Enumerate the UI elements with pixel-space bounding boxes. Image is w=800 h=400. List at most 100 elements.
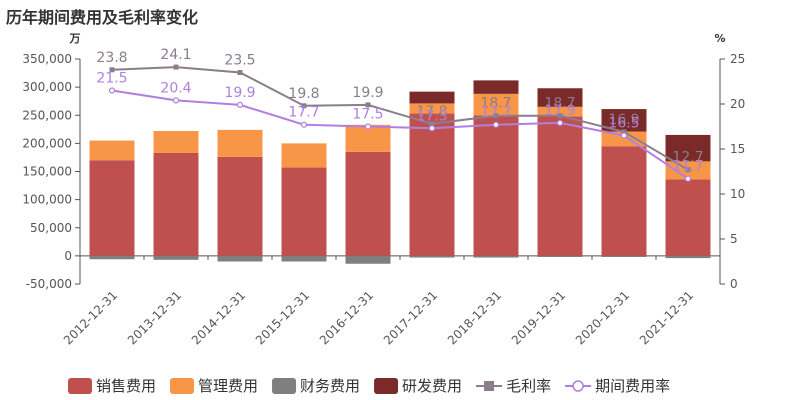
legend-label: 管理费用 (198, 377, 258, 395)
bar (665, 179, 711, 256)
data-label: 17.9 (544, 103, 575, 119)
data-label: 23.8 (96, 50, 127, 66)
x-tick-label: 2012-12-31 (61, 288, 120, 347)
chart-title: 历年期间费用及毛利率变化 (6, 8, 199, 27)
bar (89, 140, 135, 161)
point (493, 113, 499, 119)
data-label: 17.5 (352, 107, 383, 123)
legend-swatch (374, 378, 399, 394)
legend-label: 期间费用率 (595, 377, 670, 395)
point (365, 102, 371, 108)
bar (601, 255, 647, 257)
data-label: 19.9 (352, 85, 383, 101)
bar (217, 156, 263, 256)
y-tick-label-left: 50,000 (30, 221, 72, 235)
bar (601, 109, 647, 132)
bar (473, 93, 519, 116)
point (620, 132, 628, 139)
series-line (111, 66, 689, 171)
y-tick-label-right: 20 (730, 97, 745, 111)
point (237, 70, 243, 75)
y-tick-label-right: 15 (730, 142, 745, 156)
point (364, 123, 372, 130)
data-label: 16.5 (608, 116, 639, 132)
bar (153, 152, 199, 256)
point (173, 64, 179, 70)
point (429, 121, 435, 127)
point (300, 121, 308, 128)
legend-marker (484, 381, 495, 391)
bar (473, 255, 519, 258)
x-tick-label: 2017-12-31 (381, 288, 440, 347)
legend-label: 财务费用 (300, 377, 360, 395)
y-tick-label-left: 0 (64, 249, 72, 263)
bar (409, 91, 455, 104)
bar (537, 106, 583, 117)
data-label: 18.7 (544, 96, 575, 112)
legend-swatch (170, 378, 195, 394)
x-tick-label: 2019-12-31 (509, 288, 568, 347)
bar (409, 255, 455, 258)
y-tick-label-right: 0 (730, 277, 738, 291)
data-label: 24.1 (160, 47, 191, 63)
data-label: 12.7 (672, 150, 703, 166)
data-label: 11.7 (672, 159, 703, 175)
bar (601, 146, 647, 256)
data-label: 17.7 (480, 105, 511, 121)
bar (89, 255, 135, 260)
y-tick-label-left: 150,000 (22, 165, 72, 179)
x-tick-label: 2018-12-31 (445, 288, 504, 347)
point (492, 121, 500, 128)
data-label: 21.5 (96, 71, 127, 87)
bar (473, 80, 519, 94)
data-label: 17.7 (288, 105, 319, 121)
data-label: 20.4 (160, 80, 191, 96)
y-tick-label-right: 25 (730, 52, 745, 66)
data-label: 18.7 (480, 96, 511, 112)
bar (281, 143, 327, 168)
y-unit-left: 万 (69, 32, 81, 45)
y-tick-label-right: 10 (730, 187, 745, 201)
point (684, 175, 692, 182)
point (621, 129, 627, 135)
bar (345, 151, 391, 256)
legend-label: 销售费用 (96, 377, 156, 395)
point (428, 125, 436, 132)
x-tick-label: 2014-12-31 (189, 288, 248, 347)
x-tick-label: 2020-12-31 (573, 288, 632, 347)
point (685, 167, 691, 173)
data-label: 17.3 (416, 108, 447, 124)
bar (345, 255, 391, 264)
bar (537, 255, 583, 257)
point (108, 87, 116, 94)
y-unit-right: % (714, 32, 725, 45)
bar (665, 134, 711, 162)
data-label: 17.8 (416, 104, 447, 120)
x-tick-label: 2013-12-31 (125, 288, 184, 347)
bar (281, 255, 327, 262)
series-line (111, 89, 689, 180)
bar (217, 129, 263, 157)
y-tick-label-left: 350,000 (22, 52, 72, 66)
bar (665, 255, 711, 259)
x-tick-label: 2021-12-31 (637, 288, 696, 347)
y-tick-label-left: 200,000 (22, 136, 72, 150)
y-tick-label-left: 100,000 (22, 193, 72, 207)
point (109, 67, 115, 73)
point (301, 103, 307, 109)
point (556, 119, 564, 127)
legend-swatch (68, 378, 92, 394)
y-tick-label-left: 300,000 (22, 80, 72, 94)
data-label: 19.8 (288, 86, 319, 102)
x-tick-label: 2015-12-31 (253, 288, 312, 347)
data-label: 16.9 (608, 112, 639, 128)
point (172, 97, 180, 104)
legend-marker (572, 380, 584, 392)
bar (153, 255, 199, 260)
bar (537, 88, 583, 107)
legend-swatch (272, 378, 297, 394)
point (557, 113, 563, 119)
y-tick-label-left: -50,000 (26, 277, 72, 291)
data-label: 19.9 (224, 85, 255, 101)
